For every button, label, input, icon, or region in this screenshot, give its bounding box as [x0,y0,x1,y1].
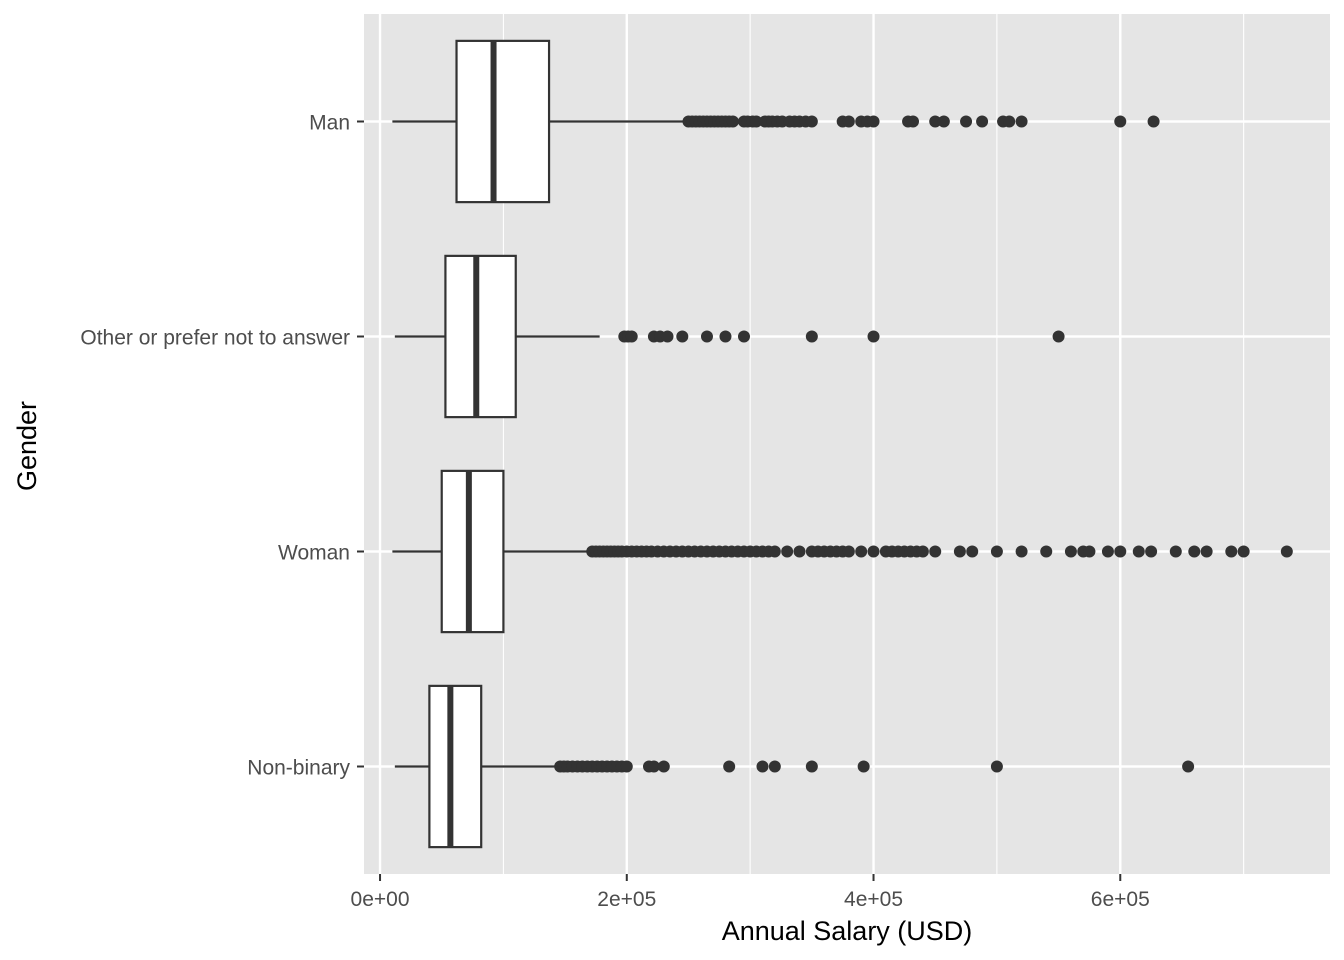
outlier-point [657,760,670,773]
outlier-point [1188,545,1201,558]
outlier-point [719,330,732,343]
y-axis-title: Gender [12,401,42,491]
outlier-point [867,115,880,128]
outlier-point [1083,545,1096,558]
box-iqr [428,684,483,849]
outlier-point [1145,545,1158,558]
outlier-point [855,545,868,558]
box-layer [392,39,686,849]
outlier-point [768,545,781,558]
outlier-point [857,760,870,773]
outlier-point [676,330,689,343]
outlier-point [1003,115,1016,128]
outlier-point [1101,545,1114,558]
x-grid-lines [378,14,1122,874]
outlier-point [1052,330,1065,343]
outlier-point [805,115,818,128]
x-axis-title: Annual Salary (USD) [722,916,973,946]
outlier-point [1132,545,1145,558]
x-tick-label: 2e+05 [597,888,656,911]
outlier-point [1225,545,1238,558]
outlier-point [700,330,713,343]
outlier-point [1015,545,1028,558]
outlier-point [937,115,950,128]
box-iqr [444,254,517,419]
x-tick-label: 0e+00 [351,888,410,911]
outlier-point [990,760,1003,773]
outlier-point [1200,545,1213,558]
outlier-point [793,545,806,558]
outlier-point [1114,115,1127,128]
outlier-point [953,545,966,558]
outlier-point [1015,115,1028,128]
box-iqr [455,39,551,204]
outlier-layer [554,115,1293,773]
outlier-point [1280,545,1293,558]
outlier-point [867,330,880,343]
outlier-point [620,760,633,773]
outlier-point [916,545,929,558]
outlier-point [726,115,739,128]
outlier-point [1182,760,1195,773]
outlier-point [805,760,818,773]
outlier-point [929,545,942,558]
outlier-point [990,545,1003,558]
outlier-point [1147,115,1160,128]
y-tick-label: Other or prefer not to answer [80,327,350,350]
outlier-point [768,760,781,773]
outlier-point [647,760,660,773]
y-tick-label: Man [309,112,350,135]
outlier-point [1169,545,1182,558]
x-minor-grid-lines [502,14,1245,874]
outlier-point [781,545,794,558]
outlier-point [661,330,674,343]
outlier-point [750,115,763,128]
outlier-point [1237,545,1250,558]
outlier-point [842,115,855,128]
outlier-point [976,115,989,128]
outlier-point [1040,545,1053,558]
outlier-point [842,545,855,558]
outlier-point [960,115,973,128]
outlier-point [756,760,769,773]
outlier-point [723,760,736,773]
outlier-point [737,330,750,343]
outlier-point [929,115,942,128]
x-tick-label: 4e+05 [844,888,903,911]
box-iqr [440,469,505,634]
outlier-point [907,115,920,128]
outlier-point [805,330,818,343]
outlier-point [966,545,979,558]
outlier-point [867,545,880,558]
x-axis: 0e+00 2e+05 4e+05 6e+05 [351,874,1150,911]
outlier-point [1114,545,1127,558]
y-tick-label: Non-binary [247,757,350,780]
y-axis: Man Other or prefer not to answer Woman Non… [80,112,364,780]
y-tick-label: Woman [278,542,350,565]
outlier-point [1064,545,1077,558]
x-tick-label: 6e+05 [1091,888,1150,911]
outlier-point [625,330,638,343]
